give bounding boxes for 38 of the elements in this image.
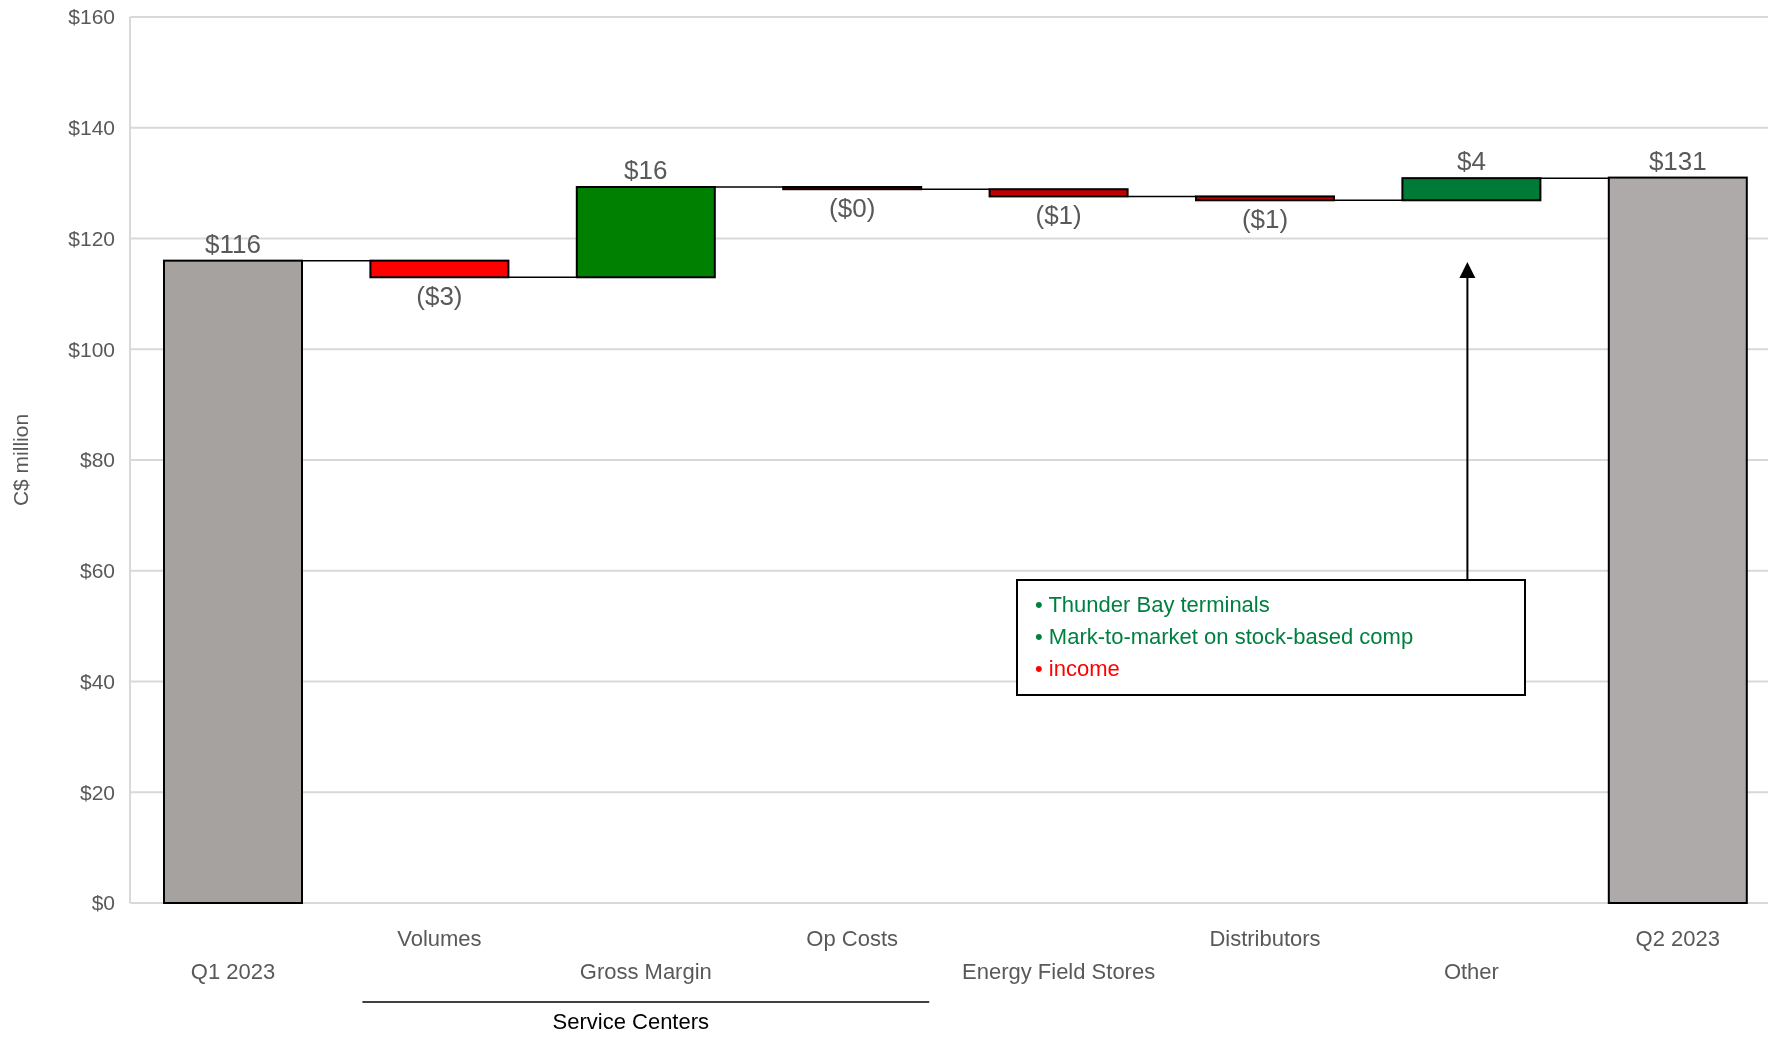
data-label: $116 <box>205 228 261 259</box>
y-tick-label: $80 <box>79 448 115 472</box>
bar <box>1607 176 1748 904</box>
y-axis-title: C$ million <box>9 413 32 507</box>
bar <box>1195 195 1335 202</box>
x-tick-label: Gross Margin <box>579 959 712 984</box>
x-tick-label: Q2 2023 <box>1635 926 1720 951</box>
data-label: $4 <box>1456 146 1486 177</box>
y-tick-label: $160 <box>68 5 115 29</box>
data-label: ($3) <box>416 281 463 312</box>
y-tick-label: $0 <box>91 891 115 915</box>
annotation: • income <box>1035 656 1120 681</box>
data-label: ($1) <box>1241 204 1289 235</box>
data-label: $16 <box>624 155 668 185</box>
y-tick-label: $20 <box>79 780 115 804</box>
y-tick-label: $120 <box>68 226 115 250</box>
bar <box>988 188 1129 198</box>
bar <box>782 186 923 191</box>
y-tick-label: $40 <box>79 669 115 693</box>
bar <box>575 186 716 279</box>
data-label: $131 <box>1648 145 1707 176</box>
x-tick-label: Energy Field Stores <box>962 959 1156 984</box>
x-tick-label: Volumes <box>397 926 482 951</box>
x-tick-label: Op Costs <box>806 926 899 951</box>
annotation: • Mark-to-market on stock-based comp <box>1035 624 1414 649</box>
bar <box>369 259 510 279</box>
y-tick-label: $60 <box>79 559 115 583</box>
annotation: • Thunder Bay terminals <box>1035 592 1270 617</box>
x-tick-label: Distributors <box>1209 926 1321 951</box>
x-tick-label: Q1 2023 <box>190 959 276 984</box>
y-tick-label: $100 <box>68 337 115 361</box>
text: Service Centers <box>552 1009 710 1034</box>
data-label: ($0) <box>829 193 876 224</box>
y-tick-label: $140 <box>68 116 115 140</box>
bar <box>1401 177 1542 202</box>
bar <box>163 259 303 904</box>
data-label: ($1) <box>1035 200 1082 231</box>
x-tick-label: Other <box>1443 959 1499 984</box>
